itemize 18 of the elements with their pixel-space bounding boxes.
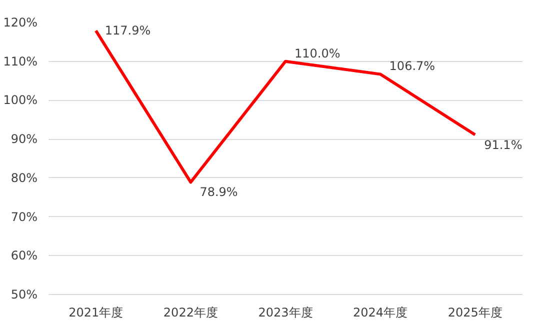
x-tick-label: 2021年度 <box>68 306 124 320</box>
x-tick-label: 2022年度 <box>163 306 218 320</box>
y-tick-label: 60% <box>10 248 38 263</box>
data-label: 78.9% <box>200 185 238 200</box>
data-label: 106.7% <box>389 59 436 74</box>
x-tick-label: 2025年度 <box>448 306 502 320</box>
data-label: 117.9% <box>104 24 151 38</box>
y-tick-label: 100% <box>3 93 38 108</box>
y-tick-label: 50% <box>10 288 38 302</box>
y-tick-label: 120% <box>3 16 38 30</box>
data-label: 91.1% <box>484 138 522 152</box>
y-tick-label: 80% <box>10 170 38 185</box>
y-tick-label: 110% <box>3 54 38 68</box>
y-tick-label: 90% <box>10 132 38 146</box>
y-tick-label: 70% <box>10 210 38 224</box>
data-label: 110.0% <box>294 46 340 60</box>
x-tick-label: 2023年度 <box>258 306 313 320</box>
x-tick-label: 2024年度 <box>353 306 408 320</box>
